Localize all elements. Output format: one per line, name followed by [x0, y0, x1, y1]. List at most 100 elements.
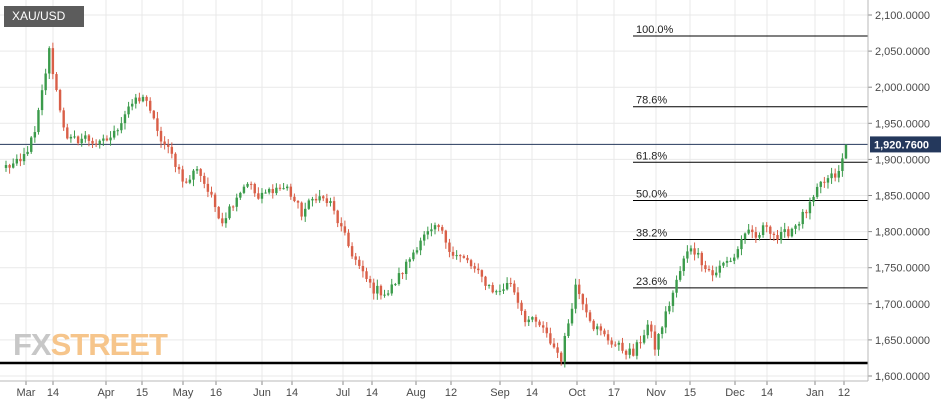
y-tick-label: 1,900.0000	[875, 154, 930, 166]
candle-up	[73, 136, 76, 138]
candle-up	[733, 257, 736, 261]
candle-up	[242, 186, 246, 193]
candle-up	[722, 262, 725, 266]
candle-down	[624, 350, 628, 355]
candle-up	[192, 170, 195, 180]
candle-down	[614, 344, 617, 346]
candle-down	[145, 96, 148, 101]
candle-down	[138, 97, 141, 102]
candle-down	[787, 229, 790, 237]
candle-up	[812, 196, 815, 202]
candle-down	[632, 348, 635, 356]
candle-down	[650, 324, 653, 332]
candle-up	[657, 333, 660, 350]
candle-down	[76, 136, 80, 144]
x-tick-label: 14	[47, 387, 59, 399]
candle-down	[621, 342, 624, 351]
candle-down	[167, 144, 170, 147]
candle-down	[603, 330, 606, 335]
candle-down	[772, 233, 776, 235]
candle-up	[837, 170, 840, 178]
candle-up	[235, 197, 238, 207]
candle-up	[574, 284, 577, 309]
candle-down	[293, 196, 296, 202]
symbol-badge: XAU/USD	[4, 6, 84, 27]
candle-up	[570, 308, 574, 324]
candle-down	[711, 270, 714, 276]
candle-up	[682, 258, 685, 272]
candle-up	[390, 284, 393, 294]
candle-down	[336, 210, 339, 224]
candle-down	[653, 331, 657, 350]
candle-up	[628, 348, 631, 355]
candle-down	[448, 242, 451, 252]
candle-down	[91, 140, 94, 144]
candle-up	[758, 234, 761, 238]
candle-up	[267, 188, 271, 193]
candle-down	[206, 183, 210, 192]
candle-up	[495, 291, 498, 293]
candle-down	[322, 196, 325, 199]
candle-up	[246, 183, 249, 187]
candle-up	[668, 305, 671, 312]
candle-down	[152, 110, 156, 119]
candle-down	[523, 310, 527, 323]
fib-label: 50.0%	[636, 189, 667, 201]
candle-down	[700, 252, 703, 266]
candle-up	[15, 158, 19, 164]
fib-label: 38.2%	[636, 228, 667, 240]
candle-up	[109, 137, 112, 141]
candle-up	[743, 233, 747, 240]
candle-up	[4, 165, 8, 168]
candle-up	[527, 319, 530, 323]
candle-down	[477, 268, 480, 271]
y-tick-label: 1,950.0000	[875, 118, 930, 130]
x-tick-label: 14	[286, 387, 298, 399]
candle-down	[253, 184, 256, 194]
candle-up	[426, 231, 430, 235]
candle-down	[94, 143, 98, 145]
candle-down	[58, 90, 62, 111]
candle-down	[177, 166, 181, 170]
candle-up	[783, 229, 786, 232]
y-tick-label: 2,050.0000	[875, 46, 930, 58]
candle-up	[69, 136, 73, 139]
y-tick-label: 1,650.0000	[875, 335, 930, 347]
candles	[4, 42, 848, 368]
candle-down	[379, 285, 383, 296]
candle-down	[769, 226, 772, 234]
candle-up	[689, 248, 693, 252]
candle-up	[123, 114, 127, 124]
candle-up	[376, 285, 379, 294]
y-tick-label: 1,700.0000	[875, 299, 930, 311]
candle-down	[509, 282, 512, 284]
candle-up	[797, 224, 801, 226]
candle-down	[185, 181, 188, 183]
current-price-label: 1,920.7600	[874, 139, 929, 151]
candle-up	[826, 178, 830, 183]
candle-down	[707, 269, 711, 271]
candle-up	[617, 342, 621, 345]
candle-down	[473, 266, 476, 269]
candle-up	[790, 228, 794, 237]
candle-up	[422, 234, 426, 241]
candle-down	[805, 211, 808, 214]
candle-down	[538, 321, 541, 326]
candle-up	[102, 138, 105, 141]
candle-down	[358, 259, 361, 266]
candle-up	[808, 201, 812, 214]
fib-label: 61.8%	[636, 150, 667, 162]
candle-up	[430, 229, 433, 232]
candle-up	[433, 225, 437, 230]
candle-down	[354, 256, 357, 260]
candle-down	[372, 282, 375, 294]
candle-down	[55, 74, 58, 91]
candle-down	[610, 340, 613, 345]
candle-up	[33, 132, 37, 138]
candle-down	[296, 201, 300, 203]
candle-up	[642, 335, 646, 343]
x-tick-label: Nov	[646, 387, 666, 399]
candle-up	[239, 192, 242, 198]
candle-up	[275, 187, 278, 194]
candle-up	[329, 201, 332, 204]
